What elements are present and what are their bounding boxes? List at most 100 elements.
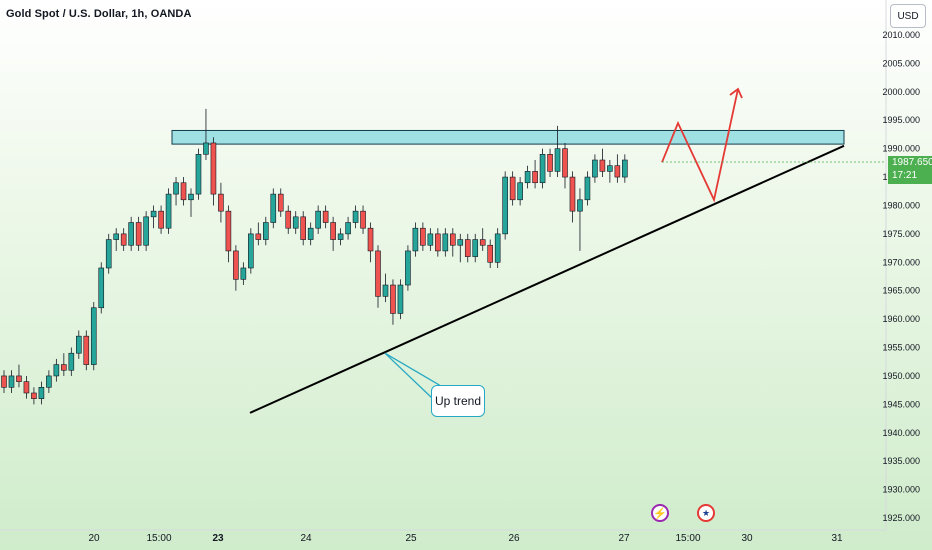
y-tick-label: 1965.000 [882,286,920,296]
candle [599,159,606,172]
candle [479,239,486,246]
candle [330,222,336,240]
candle [16,375,22,382]
y-tick-label: 1995.000 [882,115,920,125]
candle [360,210,366,229]
lightning-icon[interactable]: ⚡ [651,504,669,522]
candle [449,233,456,246]
candle [135,222,142,246]
y-tick-label: 1935.000 [882,456,920,466]
chart-title: Gold Spot / U.S. Dollar, 1h, OANDA [6,8,192,20]
candle [367,227,374,252]
candle [494,233,501,263]
x-tick-label: 15:00 [146,533,171,544]
callout-pointer [384,352,450,387]
candle [285,210,292,229]
up-trend-callout[interactable]: Up trend [431,385,485,417]
candle [524,171,531,184]
candle [442,233,449,252]
trendline [249,144,845,414]
y-tick-label: 1970.000 [882,257,920,267]
candle [397,284,404,314]
currency-selector[interactable]: USD [890,4,926,28]
callout-pointer-line [384,352,433,399]
candle [292,216,299,229]
projection-path [661,88,739,203]
candle [61,364,67,371]
candle [173,182,179,195]
candle [607,165,613,172]
candle [90,307,97,365]
x-tick-label: 15:00 [675,533,700,544]
y-tick-label: 1975.000 [882,229,920,239]
last-price: 1987.650 [892,157,932,168]
candle [195,154,202,195]
candle [532,171,538,184]
candle [307,227,314,240]
candle [427,233,434,246]
candle [262,222,269,240]
candle [547,154,553,172]
x-tick-label: 31 [831,533,843,544]
y-tick-label: 2005.000 [882,58,920,68]
x-tick-label: 30 [741,533,753,544]
bar-countdown: 17:21 [892,170,918,181]
candle [128,222,134,246]
x-tick-label: 23 [212,533,224,544]
candle [8,375,15,388]
candle [472,239,479,257]
candle [592,159,598,178]
candle [53,364,60,377]
candle [38,387,45,399]
y-tick-label: 1950.000 [882,371,920,381]
candle [435,233,441,252]
candle [210,142,217,195]
candle [300,216,307,240]
candle [405,250,411,286]
candle [614,165,621,178]
candle [584,176,591,201]
candle [487,244,494,263]
candle [277,193,284,212]
candle [113,233,119,240]
x-tick-label: 26 [508,533,520,544]
y-tick-label: 2000.000 [882,87,920,97]
candle [517,182,523,201]
callout-label: Up trend [434,394,482,408]
candle [345,222,351,235]
candle [622,159,628,178]
y-tick-label: 1990.000 [882,144,920,154]
last-price-tag: 1987.650 17:21 [888,156,932,184]
candle [150,210,157,218]
candle [577,199,583,212]
candle [68,352,75,371]
y-tick-label: 1930.000 [882,485,920,495]
candle [539,154,546,184]
y-tick-label: 2010.000 [882,30,920,40]
y-tick-label: 1980.000 [882,200,920,210]
candle [1,375,7,388]
candle [248,233,254,269]
candle [240,267,247,280]
candle [98,267,105,309]
candle [165,193,172,229]
candle [158,210,164,229]
us-flag-icon[interactable]: ★ [697,504,715,522]
candle [143,216,149,246]
candle [457,239,464,246]
y-tick-label: 1940.000 [882,428,920,438]
x-tick-label: 24 [300,533,312,544]
candle [382,284,389,297]
x-tick-label: 20 [88,533,100,544]
resistance-zone [171,129,845,145]
candle [225,210,232,252]
candle [562,148,568,178]
candle [218,193,224,212]
candle [83,335,90,365]
candle [255,233,262,240]
y-tick-label: 1960.000 [882,314,920,324]
candle [502,176,508,235]
candle [315,210,321,229]
